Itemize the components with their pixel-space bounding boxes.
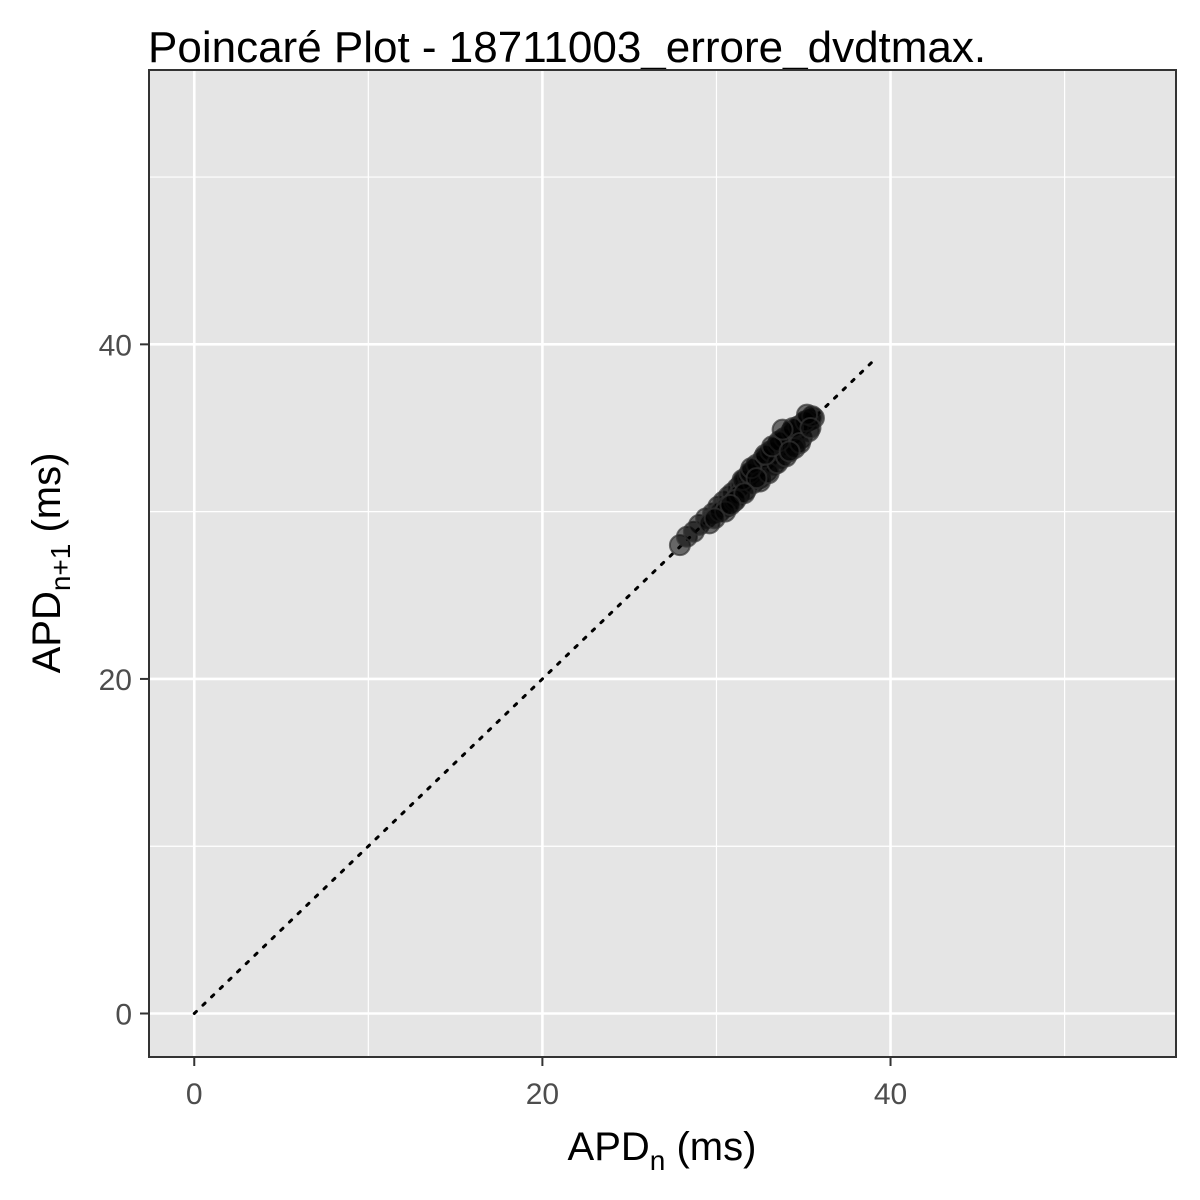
x-axis-label: APDn (ms) <box>568 1125 757 1176</box>
y-axis-label-base: APD <box>25 591 69 673</box>
data-point <box>719 493 742 516</box>
data-points <box>668 403 825 557</box>
y-axis-label-sub: n+1 <box>45 544 76 592</box>
data-point <box>799 416 822 439</box>
identity-line <box>192 359 875 1016</box>
data-point <box>771 418 794 441</box>
data-point <box>733 482 756 505</box>
data-point <box>703 507 726 530</box>
chart-title: Poincaré Plot - 18711003_errore_dvdtmax. <box>148 23 986 72</box>
y-axis-label: APDn+1 (ms) <box>25 453 76 674</box>
x-tick-label: 0 <box>186 1078 203 1111</box>
y-tick-label: 20 <box>99 664 132 697</box>
x-axis-label-base: APD <box>568 1125 650 1169</box>
y-axis-label-unit: (ms) <box>25 453 69 544</box>
x-axis-label-unit: (ms) <box>665 1125 756 1169</box>
x-axis-label-sub: n <box>650 1145 666 1176</box>
data-point <box>745 467 768 490</box>
y-axis: 0 20 40 <box>99 329 149 1032</box>
x-axis: 0 20 40 <box>186 1057 907 1111</box>
data-point <box>778 440 801 463</box>
minor-grid <box>149 70 1176 1057</box>
y-tick-label: 0 <box>115 999 132 1032</box>
x-tick-label: 20 <box>526 1078 559 1111</box>
major-grid <box>149 70 1176 1057</box>
plot-border <box>148 69 1177 1058</box>
y-tick-label: 40 <box>99 329 132 362</box>
x-tick-label: 40 <box>874 1078 907 1111</box>
